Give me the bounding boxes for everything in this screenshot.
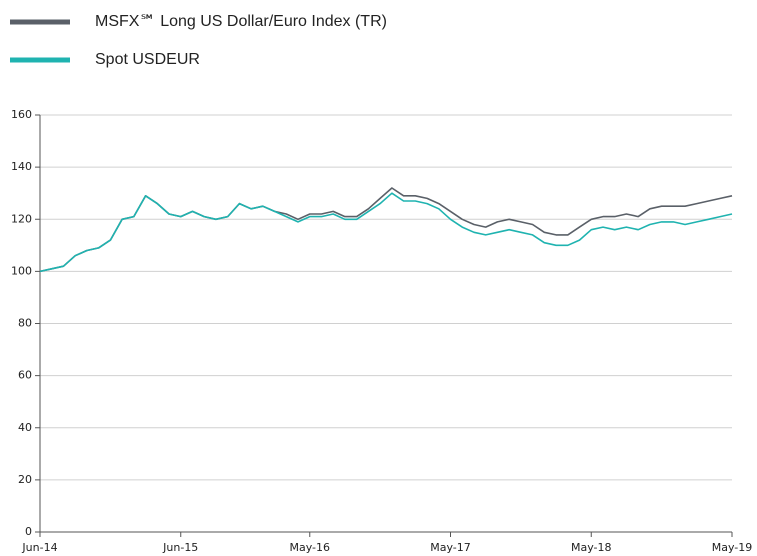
- x-tick-label: May-17: [430, 541, 471, 554]
- series-line: [39, 192, 733, 273]
- x-tick-label: May-18: [571, 541, 612, 554]
- x-tick-label: May-19: [712, 541, 753, 554]
- y-tick-label: 140: [11, 160, 32, 173]
- y-tick-label: 160: [11, 108, 32, 121]
- y-tick-label: 120: [11, 212, 32, 225]
- x-tick-label: May-16: [290, 541, 331, 554]
- y-tick-label: 40: [18, 421, 32, 434]
- x-tick-label: Jun-15: [162, 541, 198, 554]
- y-tick-label: 100: [11, 264, 32, 277]
- y-tick-label: 20: [18, 473, 32, 486]
- legend-label: MSFX℠ Long US Dollar/Euro Index (TR): [95, 13, 387, 30]
- y-tick-label: 0: [25, 525, 32, 538]
- y-tick-label: 60: [18, 369, 32, 382]
- x-tick-label: Jun-14: [21, 541, 57, 554]
- legend-label: Spot USDEUR: [95, 51, 200, 68]
- y-tick-label: 80: [18, 317, 32, 330]
